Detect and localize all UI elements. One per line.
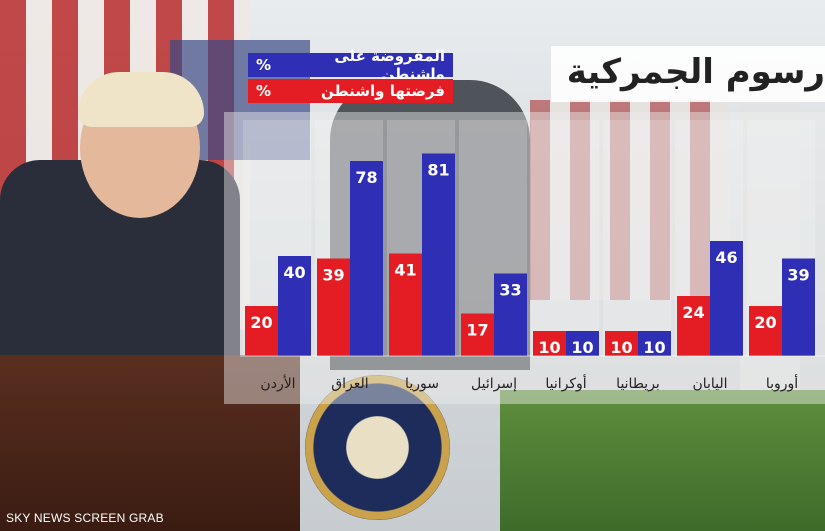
- bar: [638, 331, 671, 356]
- presidential-seal: [305, 375, 450, 520]
- bar: [749, 306, 782, 356]
- chart-title: رسوم الجمركية: [566, 52, 825, 92]
- data-label: 41: [394, 261, 416, 280]
- data-label: 33: [499, 281, 521, 300]
- bar: [710, 241, 743, 356]
- bar: [317, 258, 350, 356]
- data-label: 20: [754, 313, 776, 332]
- category-label: أوكرانيا: [545, 374, 586, 392]
- data-label: 78: [355, 168, 377, 187]
- bar: [782, 258, 815, 356]
- data-label: 40: [283, 263, 305, 282]
- legend-unit: %: [256, 82, 272, 100]
- data-label: 46: [715, 248, 737, 267]
- bar: [389, 253, 422, 356]
- column-panel: [531, 120, 599, 356]
- bar: [422, 153, 455, 356]
- bar: [533, 331, 566, 356]
- data-label: 20: [250, 313, 272, 332]
- category-label: إسرائيل: [471, 376, 517, 392]
- category-label: العراق: [331, 376, 368, 392]
- bar: [245, 306, 278, 356]
- bar: [605, 331, 638, 356]
- title-box: [551, 46, 825, 102]
- legend-unit: %: [256, 56, 272, 74]
- bar: [566, 331, 599, 356]
- category-label: الأردن: [260, 374, 295, 392]
- category-label: أوروبا: [766, 374, 798, 392]
- legend-item-imposed-by-washington: % فرضتها واشنطن: [248, 79, 453, 103]
- category-label: سوريا: [405, 376, 439, 392]
- bar: [278, 256, 311, 356]
- footer-credit: SKY NEWS SCREEN GRAB: [6, 511, 164, 525]
- bar: [350, 161, 383, 356]
- data-label: 39: [787, 266, 809, 285]
- legend-item-imposed-on-washington: % المفروضة على واشنطن: [248, 47, 453, 83]
- data-label: 81: [427, 161, 449, 180]
- data-label: 10: [643, 338, 665, 357]
- category-label: اليابان: [692, 376, 727, 392]
- data-label: 24: [682, 303, 704, 322]
- column-panel: [603, 120, 671, 356]
- bar: [494, 273, 527, 356]
- bar: [677, 296, 710, 356]
- bar: [461, 313, 494, 356]
- data-label: 10: [610, 338, 632, 357]
- legend-label: المفروضة على واشنطن: [334, 47, 445, 83]
- data-label: 39: [322, 266, 344, 285]
- data-label: 10: [571, 338, 593, 357]
- category-label: بريطانيا: [616, 376, 660, 392]
- data-label: 10: [538, 338, 560, 357]
- data-label: 17: [466, 321, 488, 340]
- legend-label: فرضتها واشنطن: [321, 82, 445, 100]
